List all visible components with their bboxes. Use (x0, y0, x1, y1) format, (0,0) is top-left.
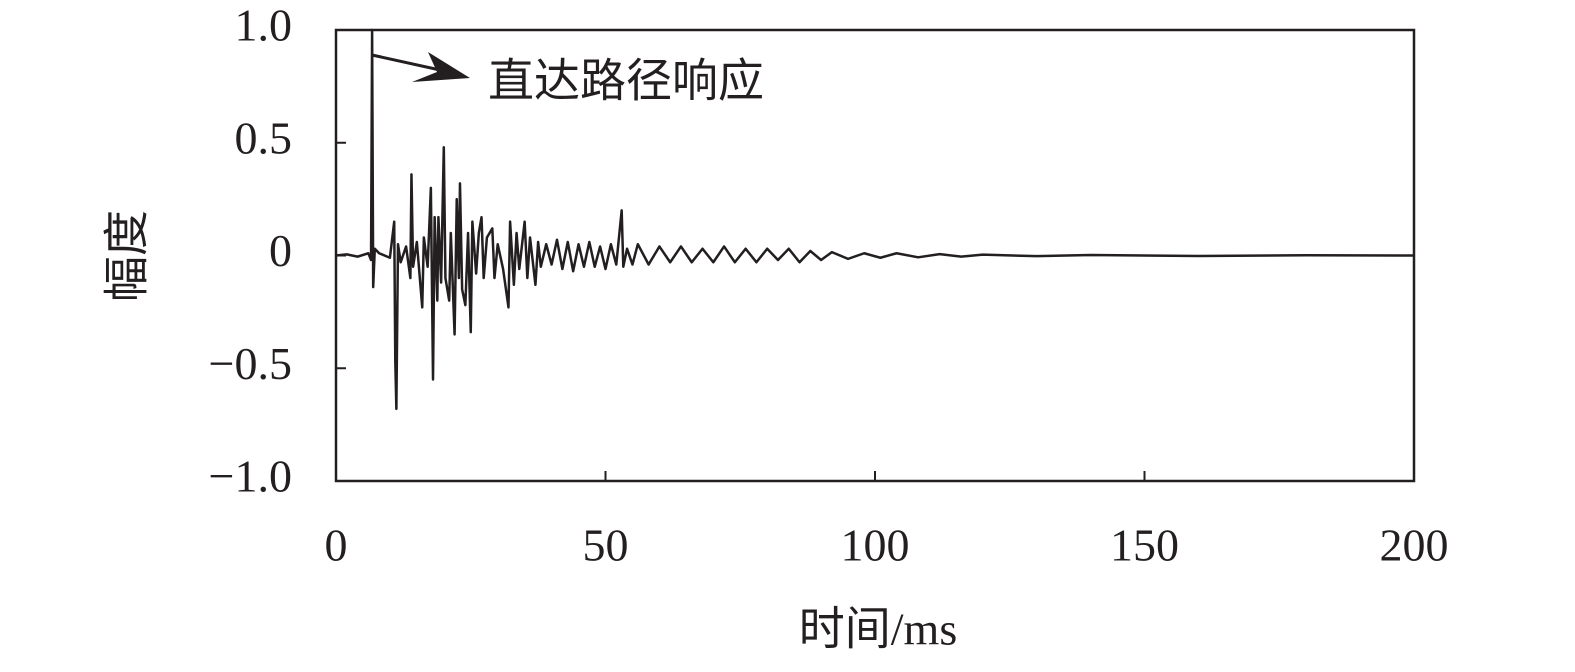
y-tick-label: −0.5 (209, 338, 292, 389)
annotation-arrow (371, 53, 441, 72)
y-tick-label: 1.0 (235, 0, 293, 51)
y-axis-label: 幅度 (102, 210, 153, 302)
x-tick-label: 50 (583, 520, 629, 571)
y-tick-label: −1.0 (209, 451, 292, 502)
annotation-arrowhead (412, 52, 470, 82)
x-axis-label: 时间/ms (799, 604, 957, 655)
y-tick-label: 0.5 (235, 112, 293, 163)
y-tick-label: 0 (269, 225, 292, 276)
x-tick-label: 150 (1110, 520, 1179, 571)
annotation: 直达路径响应 (488, 56, 764, 107)
signal-line (335, 28, 1415, 411)
x-tick-label: 0 (325, 520, 348, 571)
x-tick-label: 200 (1380, 520, 1449, 571)
x-tick-label: 100 (841, 520, 910, 571)
